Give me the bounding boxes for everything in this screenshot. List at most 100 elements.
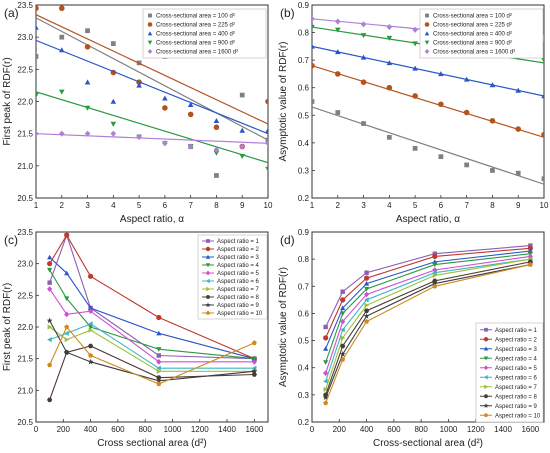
series-cross-sectional-area-225-d-point [463, 109, 470, 116]
x-tick-label: 6 [439, 201, 444, 210]
y-axis-title: First peak of RDF(r) [2, 57, 13, 145]
x-tick-label: 1000 [440, 425, 458, 434]
series-cross-sectional-area-225-d-point [489, 118, 496, 124]
x-tick-label: 10 [540, 201, 549, 210]
series-cross-sectional-area-100-d-point [490, 168, 495, 173]
series-aspect-ratio-9-point [46, 317, 53, 324]
series-group [46, 232, 258, 403]
series-cross-sectional-area-100-d-point [59, 34, 65, 40]
series-aspect-ratio-6-point [47, 337, 52, 343]
series-cross-sectional-area-1600-d-point [386, 23, 393, 31]
legend-label: Aspect ratio = 7 [217, 287, 260, 293]
x-tick-label: 7 [464, 201, 469, 210]
y-tick-label: 0.7 [298, 282, 310, 291]
series-aspect-ratio-3-point [64, 270, 70, 276]
legend-marker [483, 346, 489, 351]
series-group [312, 15, 544, 185]
series-aspect-ratio-10-point [340, 356, 346, 362]
series-aspect-ratio-3-point [363, 280, 370, 286]
series-cross-sectional-area-1600-d-point [334, 18, 341, 25]
legend-marker [205, 310, 211, 315]
series-cross-sectional-area-225-d-point [515, 126, 522, 132]
x-tick-label: 10 [264, 201, 273, 210]
series-cross-sectional-area-225-d-point [265, 98, 268, 105]
legend-box [419, 8, 544, 59]
series-aspect-ratio-3-point [156, 330, 162, 336]
series-aspect-ratio-10-point [156, 381, 162, 387]
series-aspect-ratio-9-point [431, 280, 438, 287]
series-aspect-ratio-9-point [339, 351, 346, 357]
series-aspect-ratio-2-point [323, 335, 329, 341]
series-cross-sectional-area-400-d-point [213, 118, 220, 124]
panel-label: (b) [280, 6, 295, 20]
series-aspect-ratio-10-point [64, 324, 70, 330]
series-cross-sectional-area-1600-d-fit-line [36, 133, 268, 144]
y-tick-label: 0.5 [298, 337, 310, 346]
series-aspect-ratio-6-point [156, 365, 161, 371]
series-cross-sectional-area-225-d-point [438, 101, 444, 108]
series-cross-sectional-area-100-d-point [361, 121, 366, 126]
x-tick-label: 200 [333, 425, 347, 434]
y-tick-label: 23.5 [17, 1, 33, 10]
series-aspect-ratio-9-point [251, 368, 258, 374]
legend-label: Aspect ratio = 2 [495, 337, 538, 343]
y-tick-label: 0.9 [298, 228, 310, 237]
x-tick-label: 4 [387, 201, 392, 210]
series-cross-sectional-area-900-d-fit-line [36, 91, 268, 164]
series-aspect-ratio-2-point [64, 232, 70, 238]
panel-b: 1 2 3 4 5 6 7 8 9 10 0.2 0.3 0.4 0.5 0.6 0.7 0.8 0.9 Aspec… [278, 1, 549, 225]
series-aspect-ratio-10-point [323, 400, 329, 406]
legend-marker [424, 48, 430, 55]
series-aspect-ratio-3-point [47, 254, 53, 260]
legend-marker [205, 302, 211, 308]
series-aspect-ratio-4-point [64, 296, 70, 302]
series-cross-sectional-area-400-d-point [438, 71, 444, 77]
series-cross-sectional-area-1600-d-point [187, 143, 194, 150]
y-tick-label: 0.8 [298, 255, 310, 264]
x-tick-label: 1 [310, 201, 315, 210]
series-cross-sectional-area-900-d-point [265, 166, 268, 172]
series-cross-sectional-area-900-d-point [239, 153, 246, 159]
series-aspect-ratio-7-point [323, 386, 329, 393]
x-tick-label: 800 [138, 425, 152, 434]
x-tick-label: 0 [34, 425, 39, 434]
y-tick-label: 0.3 [298, 391, 310, 400]
panel-c: 0 200 400 600 800 1000 1200 1400 1600 20.5 21.0 21.… [2, 228, 269, 449]
x-tick-label: 5 [413, 201, 418, 210]
x-axis-title: Cross sectional area (d²) [97, 438, 206, 448]
x-tick-label: 2 [336, 201, 341, 210]
series-cross-sectional-area-400-d-point [84, 79, 91, 85]
series-cross-sectional-area-100-d-point [239, 92, 245, 98]
legend-label: Cross-sectional area = 225 d² [156, 23, 235, 29]
x-tick-label: 400 [84, 425, 98, 434]
series-aspect-ratio-3-point [87, 305, 94, 311]
legend-marker [205, 270, 211, 276]
legend-label: Aspect ratio = 10 [495, 413, 541, 419]
y-tick-label: 21.0 [17, 162, 33, 171]
y-tick-label: 0.7 [298, 56, 310, 65]
panel-a: 1 2 3 4 5 6 7 8 9 10 20.5 21.0 21.5 22.0 22.5 23.0 23.5 A… [2, 1, 273, 225]
y-tick-label: 22.5 [17, 65, 33, 74]
series-cross-sectional-area-100-d-point [36, 54, 39, 59]
y-tick-label: 20.5 [17, 194, 33, 203]
series-aspect-ratio-5-point [156, 358, 162, 365]
x-tick-label: 1600 [521, 425, 539, 434]
series-aspect-ratio-5-point [323, 370, 329, 376]
series-cross-sectional-area-400-d-point [360, 54, 367, 60]
legend-label: Aspect ratio = 8 [217, 295, 260, 301]
legend-marker [424, 22, 430, 27]
legend-marker [205, 263, 211, 268]
series-cross-sectional-area-400-d-point [239, 127, 246, 133]
series-cross-sectional-area-400-d-point [515, 87, 522, 93]
series-cross-sectional-area-900-d-point [58, 89, 65, 95]
y-tick-label: 23.0 [17, 260, 33, 269]
y-tick-label: 0.6 [298, 84, 310, 93]
series-aspect-ratio-6-point [323, 378, 328, 384]
series-aspect-ratio-9-point [155, 377, 162, 384]
y-tick-label: 23.5 [17, 228, 33, 237]
legend-label: Cross-sectional area = 1600 d² [156, 50, 238, 56]
series-aspect-ratio-5-point [47, 286, 53, 292]
x-tick-label: 3 [361, 201, 366, 210]
series-cross-sectional-area-400-d-point [36, 24, 39, 30]
